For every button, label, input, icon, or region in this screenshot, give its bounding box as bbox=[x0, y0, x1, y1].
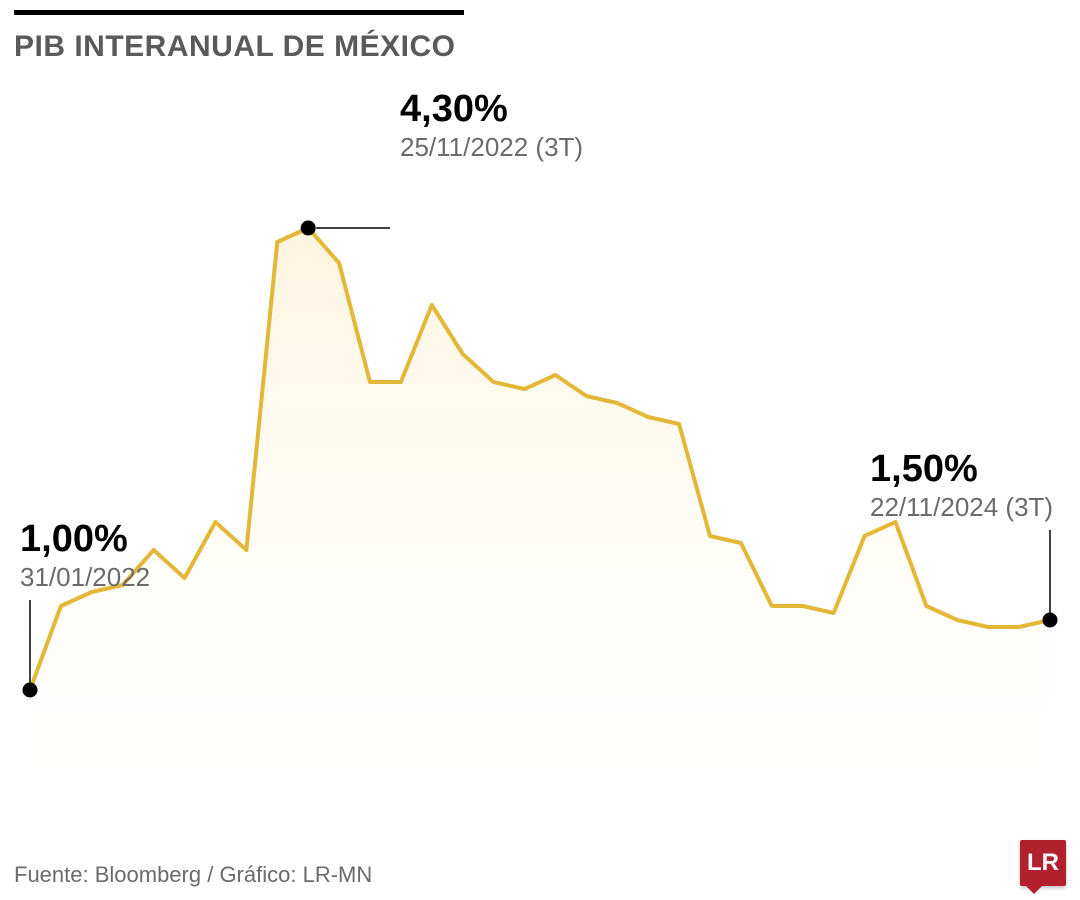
callout-start: 1,00% 31/01/2022 bbox=[20, 520, 150, 593]
chart-area: 1,00% 31/01/2022 4,30% 25/11/2022 (3T) 1… bbox=[0, 90, 1080, 850]
callout-start-date: 31/01/2022 bbox=[20, 562, 150, 593]
publisher-logo: LR bbox=[1020, 840, 1066, 886]
top-rule bbox=[14, 10, 464, 15]
chart-title: PIB INTERANUAL DE MÉXICO bbox=[14, 30, 455, 64]
callout-peak: 4,30% 25/11/2022 (3T) bbox=[400, 90, 583, 163]
callout-end: 1,50% 22/11/2024 (3T) bbox=[870, 450, 1053, 523]
callout-peak-value: 4,30% bbox=[400, 90, 583, 130]
source-credit: Fuente: Bloomberg / Gráfico: LR-MN bbox=[14, 862, 372, 888]
callout-end-value: 1,50% bbox=[870, 450, 1053, 490]
callout-peak-date: 25/11/2022 (3T) bbox=[400, 132, 583, 163]
callout-start-value: 1,00% bbox=[20, 520, 150, 560]
callout-end-date: 22/11/2024 (3T) bbox=[870, 492, 1053, 523]
